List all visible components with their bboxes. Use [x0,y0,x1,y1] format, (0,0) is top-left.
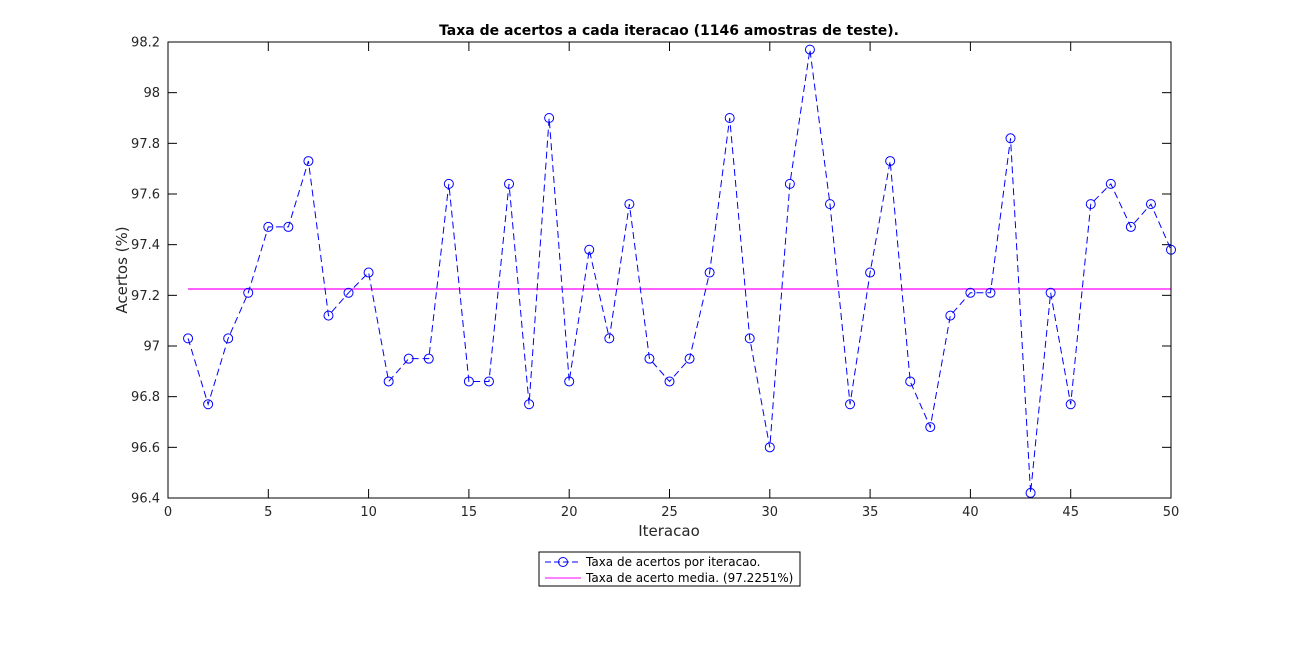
data-point [824,199,835,210]
y-tick-label: 98 [143,86,160,101]
x-axis-label: Iteracao [638,522,700,540]
x-tick-label: 5 [264,505,272,520]
data-point [564,376,575,387]
plot-area [168,42,1171,498]
legend-box [538,551,801,587]
data-point [604,333,615,344]
data-point [804,44,815,55]
data-point [925,422,936,433]
axis-ticks: 0 5 10 15 20 25 30 35 40 45 50 96.4 96.6 96.8 97 97.2 97… [131,36,1179,521]
data-point [905,376,916,387]
data-point [243,287,254,298]
accuracy-line [187,49,1172,493]
x-tick-label: 10 [360,505,377,520]
data-point [1045,287,1056,298]
data-point [744,333,755,344]
x-tick-label: 30 [762,505,779,520]
data-point [544,113,555,123]
data-point [784,178,795,189]
data-point [504,178,515,189]
data-point [203,399,214,410]
data-point [764,442,775,453]
data-point [845,399,856,410]
data-point [363,267,374,278]
y-tick-label: 97.8 [131,137,160,152]
data-point [644,353,655,364]
legend-label-mean: Taxa de acerto media. (97.2251%) [585,571,793,585]
x-tick-label: 45 [1062,505,1079,520]
data-point [885,156,896,167]
data-point [383,376,394,387]
data-point [343,287,354,298]
data-point [223,333,234,344]
y-tick-label: 96.6 [131,441,160,456]
legend-label-accuracy: Taxa de acertos por iteracao. [585,555,760,569]
data-point [664,376,675,387]
data-point [1125,221,1136,232]
x-tick-label: 20 [561,505,578,520]
data-point [704,267,715,278]
data-point [1145,199,1156,210]
x-tick-label: 15 [461,505,478,520]
data-point [724,113,735,123]
y-tick-label: 97 [143,340,160,355]
data-point [463,376,474,387]
data-point [323,310,334,321]
data-point [423,353,434,364]
y-tick-label: 98.2 [131,36,160,51]
data-point [403,353,414,364]
x-tick-label: 25 [661,505,678,520]
data-point [965,287,976,298]
data-point [684,353,695,364]
plot-frame [167,41,1172,499]
data-point [584,244,595,255]
data-point [1065,399,1076,410]
data-point [443,178,454,189]
data-point [865,267,876,278]
data-point [303,156,314,167]
y-axis-label: Acertos (%) [113,226,131,313]
y-tick-label: 96.4 [131,492,160,507]
x-tick-label: 0 [164,505,172,520]
data-point [1025,487,1036,498]
x-tick-label: 35 [862,505,879,520]
x-tick-label: 40 [962,505,979,520]
data-point [985,287,996,298]
y-tick-label: 96.8 [131,390,160,405]
chart-title: Taxa de acertos a cada iteracao (1146 am… [439,23,899,39]
y-tick-label: 97.6 [131,188,160,203]
data-point [624,199,635,210]
data-point [1085,199,1096,210]
y-tick-label: 97.4 [131,238,160,253]
x-tick-label: 50 [1163,505,1180,520]
data-point [263,221,274,232]
legend: Taxa de acertos por iteracao. Taxa de ac… [538,551,801,587]
data-point [183,333,194,344]
data-point [483,376,494,387]
data-point [945,310,956,321]
data-point [524,399,535,410]
y-tick-label: 97.2 [131,289,160,304]
data-point [283,221,294,232]
data-point [1005,133,1016,144]
legend-marker-accuracy [558,557,568,567]
data-point [1105,178,1116,189]
